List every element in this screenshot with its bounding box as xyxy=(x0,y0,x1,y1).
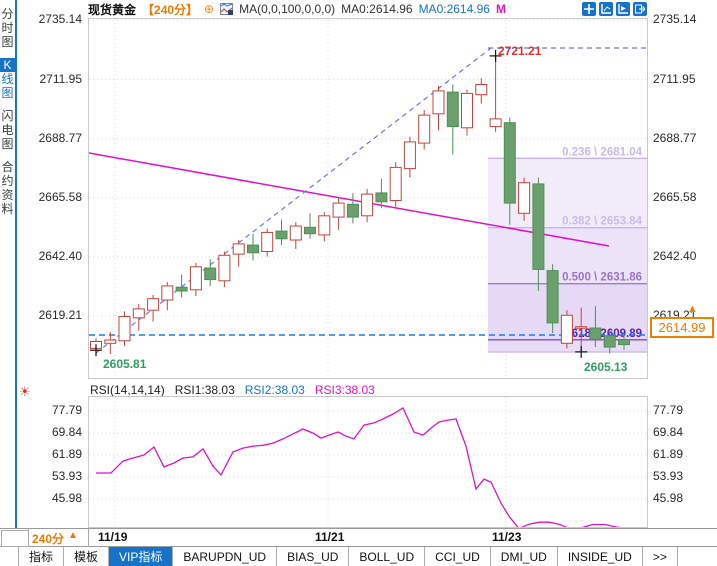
sidebar-char: 图 xyxy=(1,137,14,151)
period-selector[interactable]: 240分 xyxy=(32,532,65,546)
svg-text:0.382 \ 2653.84: 0.382 \ 2653.84 xyxy=(562,216,643,228)
axis-tick-label: 69.84 xyxy=(653,425,684,439)
axis-tick-label: 2619.21 xyxy=(38,308,82,322)
axis-tick-label: 69.84 xyxy=(51,425,82,439)
axis-tick-label: 77.79 xyxy=(653,403,684,417)
last-price-box: 2614.99 xyxy=(650,317,714,338)
axis-tick-label: 53.93 xyxy=(653,469,684,483)
crosshair-move-icon[interactable] xyxy=(582,2,596,16)
indicator-tab-CCI_UD[interactable]: CCI_UD xyxy=(425,547,491,566)
sidebar-char: 分 xyxy=(1,7,14,21)
ma-value-1: MA0:2614.96 xyxy=(341,2,413,16)
sidebar-char: 合 xyxy=(1,160,14,174)
svg-text:0.618 \ 2609.89: 0.618 \ 2609.89 xyxy=(562,328,642,340)
axis-tick-label: 61.89 xyxy=(653,447,684,461)
time-axis-separator xyxy=(88,528,89,547)
axis-scale-icon[interactable] xyxy=(599,2,613,16)
time-axis xyxy=(0,528,717,547)
rsi3-value: RSI3:38.03 xyxy=(314,383,375,397)
rsi-formula: RSI(14,14,14) xyxy=(90,383,165,397)
time-axis-separator xyxy=(28,528,29,547)
axis-tick-label: 53.93 xyxy=(51,469,82,483)
swing-high-label: 2721.21 xyxy=(498,44,542,58)
period-badge: 【240分】 xyxy=(142,2,199,17)
axis-tick-label: 2642.40 xyxy=(653,248,697,263)
indicator-chart-icon[interactable] xyxy=(220,3,234,15)
sidebar-char: 资 xyxy=(1,188,14,202)
sidebar-char: 约 xyxy=(1,174,14,188)
axis-tick-label: 2665.58 xyxy=(653,189,697,204)
axis-tick-label: 2688.77 xyxy=(653,130,697,145)
main-chart-canvas[interactable]: 0.236 \ 2681.04 0.382 \ 2653.84 0.500 \ 26… xyxy=(89,19,647,378)
axis-tick-label: 45.98 xyxy=(51,491,82,506)
rsi-header: RSI(14,14,14) RSI1:38.03 RSI2:38.03 RSI3… xyxy=(90,383,375,397)
sidebar-item-合约资料[interactable]: 合约资料 xyxy=(0,160,15,216)
sidebar-char: 图 xyxy=(1,86,14,100)
axis-tick-label: 2665.58 xyxy=(38,189,82,204)
axis-tick-label: 2735.14 xyxy=(653,12,697,27)
sidebar-item-分时图[interactable]: 分时图 xyxy=(0,7,15,49)
axis-tick-label: 45.98 xyxy=(653,491,684,506)
sidebar-char: 闪 xyxy=(1,109,14,123)
time-tick-3: 11/23 xyxy=(492,530,522,544)
swing-low-right-label: 2605.13 xyxy=(584,360,628,374)
axis-tick-label: 2642.40 xyxy=(38,248,82,263)
time-tick-2: 11/21 xyxy=(315,530,345,544)
sidebar-char: 时 xyxy=(1,21,14,35)
sidebar-char: 图 xyxy=(1,35,14,49)
indicator-tab-BARUPDN_UD[interactable]: BARUPDN_UD xyxy=(173,547,278,566)
hot-indicator-icon[interactable]: ☀ xyxy=(19,384,31,399)
ma-value-2: MA0:2614.96 xyxy=(418,2,490,16)
indicator-tab-VIP指标[interactable]: VIP指标 xyxy=(109,547,174,566)
axis-tick-label: 2711.95 xyxy=(39,71,83,86)
rsi-chart-area[interactable] xyxy=(88,396,648,528)
sidebar-char: 料 xyxy=(1,202,14,216)
time-tick-1: 11/19 xyxy=(98,530,128,544)
swing-low-left-label: 2605.81 xyxy=(103,357,147,371)
svg-text:0.236 \ 2681.04: 0.236 \ 2681.04 xyxy=(562,146,643,158)
ma-formula: MA(0,0,100,0,0,0) xyxy=(239,2,336,16)
add-overlay-icon[interactable]: ⊕ xyxy=(204,2,215,16)
axis-play-icon[interactable] xyxy=(616,2,630,16)
corner-box xyxy=(1,530,29,547)
chart-toolbar xyxy=(582,2,647,16)
screen-switch-icon[interactable] xyxy=(633,2,647,16)
sidebar-char: 电 xyxy=(1,123,14,137)
rsi1-value: RSI1:38.03 xyxy=(174,383,235,397)
indicator-tab-INSIDE_UD[interactable]: INSIDE_UD xyxy=(558,547,643,566)
chart-header: 现货黄金 【240分】 ⊕ MA(0,0,100,0,0,0) MA0:2614… xyxy=(88,1,506,17)
indicator-tab-模板[interactable]: 模板 xyxy=(64,547,110,566)
indicator-tab-bar: 指标 模板 VIP指标 BARUPDN_UD BIAS_UD BOLL_UD CCI_UD D… xyxy=(0,547,717,566)
axis-tick-label: 2735.14 xyxy=(38,12,82,27)
symbol-name: 现货黄金 xyxy=(88,2,137,17)
axis-tick-label: 61.89 xyxy=(51,447,82,461)
indicator-tab-BOLL_UD[interactable]: BOLL_UD xyxy=(349,547,426,566)
indicator-tab->>[interactable]: >> xyxy=(643,547,678,566)
axis-tick-label: 77.79 xyxy=(51,403,82,417)
rsi2-value: RSI2:38.03 xyxy=(244,383,305,397)
axis-tick-label: 2711.95 xyxy=(653,71,696,86)
sidebar-char: K xyxy=(0,58,15,72)
indicator-tab-指标[interactable]: 指标 xyxy=(18,547,65,566)
indicator-tab-DMI_UD[interactable]: DMI_UD xyxy=(491,547,558,566)
indicator-tab-BIAS_UD[interactable]: BIAS_UD xyxy=(277,547,350,566)
price-up-arrow-icon: ▲ xyxy=(687,303,698,315)
sidebar-char: 线 xyxy=(1,72,14,86)
axis-tick-label: 2688.77 xyxy=(38,130,82,145)
rsi-chart-canvas[interactable] xyxy=(89,397,647,527)
ma-value-3: M xyxy=(495,2,506,16)
main-chart-area[interactable]: 0.236 \ 2681.04 0.382 \ 2653.84 0.500 \ 26… xyxy=(88,18,648,379)
sidebar-item-闪电图[interactable]: 闪电图 xyxy=(0,109,15,151)
period-dropdown-icon[interactable]: ▲ xyxy=(68,530,78,541)
svg-text:0.500 \ 2631.86: 0.500 \ 2631.86 xyxy=(562,272,642,284)
